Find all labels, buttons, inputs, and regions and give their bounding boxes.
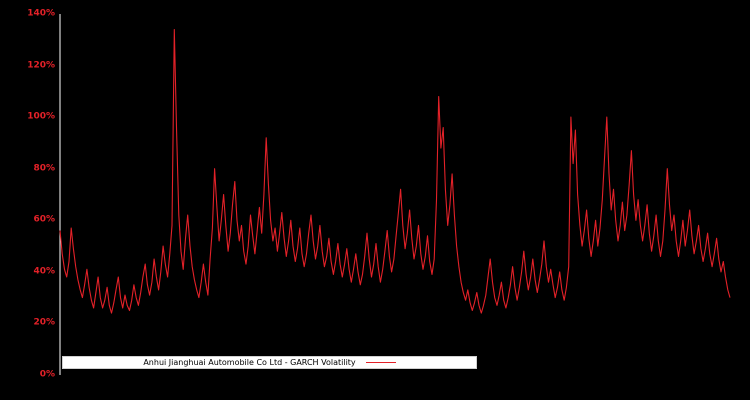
legend-label: Anhui Jianghuai Automobile Co Ltd - GARC… <box>143 357 356 367</box>
volatility-series-line <box>59 28 731 314</box>
y-tick-label: 20% <box>33 317 55 328</box>
legend: Anhui Jianghuai Automobile Co Ltd - GARC… <box>62 356 477 369</box>
legend-line-sample <box>365 362 396 363</box>
y-tick-label: 60% <box>33 214 55 225</box>
y-tick-label: 120% <box>27 60 55 71</box>
y-tick-label: 80% <box>33 163 55 174</box>
y-tick-label: 140% <box>27 8 55 19</box>
y-tick-label: 40% <box>33 266 55 277</box>
y-tick-label: 100% <box>27 111 55 122</box>
y-tick-label: 0% <box>39 369 55 380</box>
